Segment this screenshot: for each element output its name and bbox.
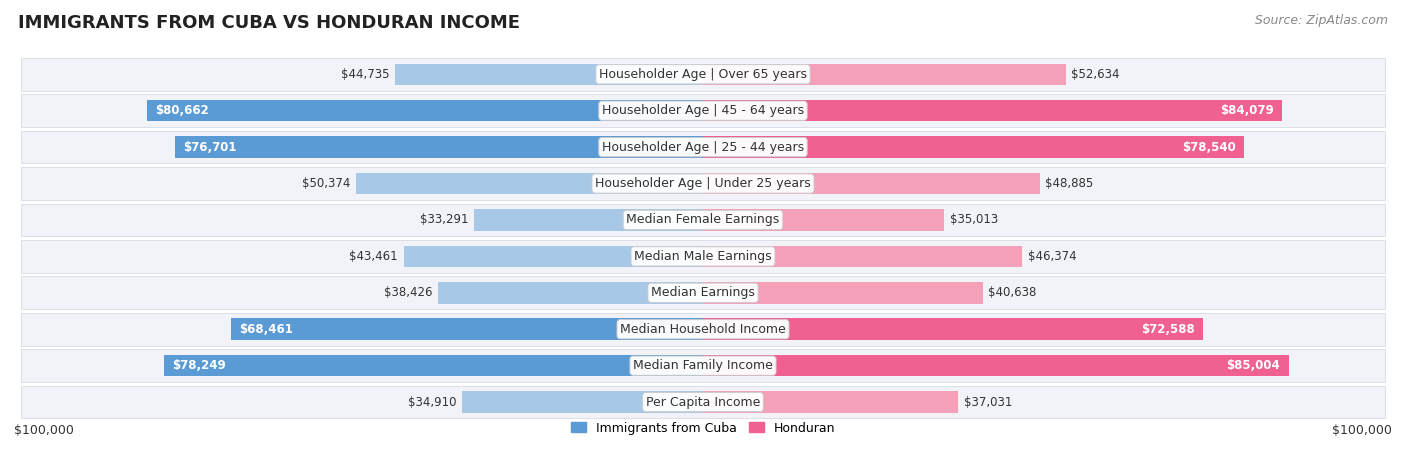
Bar (21, 240, 1385, 273)
Text: Median Male Earnings: Median Male Earnings (634, 250, 772, 263)
Text: $100,000: $100,000 (1331, 424, 1392, 437)
Bar (703, 318, 1204, 340)
Text: $85,004: $85,004 (1226, 359, 1281, 372)
Text: $48,885: $48,885 (1045, 177, 1094, 190)
Text: $84,079: $84,079 (1220, 104, 1274, 117)
Bar (232, 318, 703, 340)
Text: $68,461: $68,461 (239, 323, 294, 336)
Text: $78,249: $78,249 (172, 359, 226, 372)
Bar (21, 313, 1385, 346)
Text: Median Household Income: Median Household Income (620, 323, 786, 336)
Text: Householder Age | 45 - 64 years: Householder Age | 45 - 64 years (602, 104, 804, 117)
Bar (148, 100, 703, 121)
Bar (21, 204, 1385, 236)
Bar (703, 209, 945, 231)
Text: Per Capita Income: Per Capita Income (645, 396, 761, 409)
Text: $46,374: $46,374 (1028, 250, 1077, 263)
Bar (474, 209, 703, 231)
Text: $44,735: $44,735 (340, 68, 389, 81)
Text: $52,634: $52,634 (1071, 68, 1119, 81)
Bar (21, 386, 1385, 418)
Text: $34,910: $34,910 (409, 396, 457, 409)
Bar (395, 64, 703, 85)
Bar (21, 349, 1385, 382)
Bar (21, 58, 1385, 91)
Bar (165, 355, 703, 376)
Bar (439, 282, 703, 304)
Text: $78,540: $78,540 (1182, 141, 1236, 154)
Text: $38,426: $38,426 (384, 286, 433, 299)
Bar (703, 100, 1282, 121)
Text: Householder Age | Under 25 years: Householder Age | Under 25 years (595, 177, 811, 190)
Text: Source: ZipAtlas.com: Source: ZipAtlas.com (1254, 14, 1388, 27)
Text: Median Family Income: Median Family Income (633, 359, 773, 372)
Text: $76,701: $76,701 (183, 141, 236, 154)
Bar (404, 246, 703, 267)
Text: $43,461: $43,461 (350, 250, 398, 263)
Bar (21, 94, 1385, 127)
Bar (21, 167, 1385, 200)
Text: Householder Age | 25 - 44 years: Householder Age | 25 - 44 years (602, 141, 804, 154)
Text: $100,000: $100,000 (14, 424, 75, 437)
Text: $33,291: $33,291 (419, 213, 468, 226)
Text: $72,588: $72,588 (1142, 323, 1195, 336)
Bar (703, 282, 983, 304)
Text: $50,374: $50,374 (302, 177, 350, 190)
Bar (703, 391, 957, 413)
Bar (356, 173, 703, 194)
Bar (21, 131, 1385, 163)
Bar (703, 173, 1040, 194)
Text: $80,662: $80,662 (156, 104, 209, 117)
Text: $35,013: $35,013 (949, 213, 998, 226)
Bar (703, 246, 1022, 267)
Bar (21, 276, 1385, 309)
Text: $40,638: $40,638 (988, 286, 1036, 299)
Text: Median Earnings: Median Earnings (651, 286, 755, 299)
Text: Median Female Earnings: Median Female Earnings (627, 213, 779, 226)
Text: Householder Age | Over 65 years: Householder Age | Over 65 years (599, 68, 807, 81)
Text: IMMIGRANTS FROM CUBA VS HONDURAN INCOME: IMMIGRANTS FROM CUBA VS HONDURAN INCOME (18, 14, 520, 32)
Legend: Immigrants from Cuba, Honduran: Immigrants from Cuba, Honduran (565, 417, 841, 439)
Text: $37,031: $37,031 (963, 396, 1012, 409)
Bar (703, 355, 1289, 376)
Bar (703, 136, 1244, 158)
Bar (174, 136, 703, 158)
Bar (463, 391, 703, 413)
Bar (703, 64, 1066, 85)
